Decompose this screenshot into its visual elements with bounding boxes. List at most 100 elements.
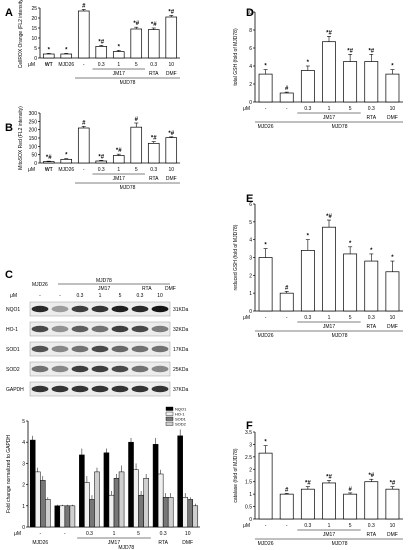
western-blot: MJD26 MJD78 JM17 RTA DMF μM - - 0.3 1 5 0.3 10 NQO1 31… <box>6 278 189 397</box>
blot-band <box>131 325 149 333</box>
blot-band <box>51 305 69 313</box>
bar-nqo1-4 <box>128 441 134 528</box>
bar-dmf-10 <box>385 271 400 312</box>
bar-ho-1-5 <box>157 473 164 528</box>
significance-mark: * <box>264 440 267 446</box>
significance-mark: *# <box>116 148 122 154</box>
group-label-dmf: DMF <box>387 324 398 330</box>
blot-band <box>31 345 49 353</box>
y-axis-label: Fold change normalized to GAPDH <box>6 435 12 513</box>
blot-band <box>131 345 149 353</box>
y-tick-label: 1 <box>249 291 252 297</box>
blot-band <box>91 325 109 333</box>
unit-label: μM <box>14 531 21 537</box>
y-tick-label: 100 <box>29 144 38 150</box>
bar-sod2-5 <box>167 497 174 528</box>
y-tick-label: 250 <box>29 119 38 125</box>
blot-band <box>71 345 89 353</box>
significance-mark: # <box>82 120 86 126</box>
y-tick-label: 5 <box>34 46 37 52</box>
x-tick-label: WT <box>45 62 53 68</box>
significance-mark: *# <box>98 154 104 160</box>
bar-mjd26 <box>60 158 73 164</box>
significance-mark: *# <box>133 21 139 27</box>
blot-band <box>71 365 89 373</box>
bar-ho-1-3 <box>108 494 115 528</box>
group-label-mjd26: MJD26 <box>258 541 274 547</box>
legend-label: NQO1 <box>175 407 187 412</box>
group-label-mjd78: MJD78 <box>120 80 136 86</box>
blot-dose: 1 <box>99 293 102 299</box>
x-tick-label: 1 <box>328 523 331 529</box>
significance-mark: *# <box>326 474 332 480</box>
significance-mark: *# <box>305 481 311 487</box>
bar-sod2-3 <box>118 471 125 528</box>
bar-jm17-1 <box>112 51 125 59</box>
significance-mark: *# <box>368 48 374 54</box>
bar-mjd78 <box>279 493 294 520</box>
group-label-mjd26: MJD26 <box>32 540 48 546</box>
legend-label: HO-1 <box>175 412 185 417</box>
bar-ho-1-0 <box>34 471 41 528</box>
bar-nqo1-3 <box>103 452 110 528</box>
blot-band <box>131 385 149 393</box>
blot-header-dmf: DMF <box>165 286 176 292</box>
significance-mark: * <box>307 60 310 66</box>
chart-C: 0 1 2 3 4 5 Fold change normalized to GAPDH - - 0… <box>6 407 200 550</box>
legend-label: SOD2 <box>175 422 187 427</box>
y-tick-label: 3.5 <box>245 430 252 436</box>
significance-mark: *# <box>347 48 353 54</box>
panel-label-d: D <box>246 7 254 19</box>
y-tick-label: 20 <box>31 16 37 22</box>
bar-sod2-2 <box>94 471 100 528</box>
bar-mjd26 <box>258 257 273 312</box>
x-tick-label: 0.3 <box>150 167 157 173</box>
x-tick-label: 0.3 <box>304 315 311 321</box>
bar-nqo1-2 <box>79 454 85 528</box>
blot-dose: 0.3 <box>137 293 144 299</box>
significance-mark: * <box>48 47 51 53</box>
legend-swatch <box>165 406 174 411</box>
significance-mark: # <box>82 3 86 9</box>
bar-nqo1-5 <box>152 444 159 528</box>
blot-dose: 5 <box>119 293 122 299</box>
y-tick-label: 5 <box>249 220 252 226</box>
unit-label: μM <box>243 315 250 321</box>
bar-rta-0.3 <box>364 481 379 520</box>
significance-mark: # <box>285 487 289 493</box>
group-label-dmf: DMF <box>166 176 177 182</box>
y-tick-label: 2.5 <box>245 455 252 461</box>
significance-mark: *# <box>368 473 374 479</box>
y-tick-label: 1 <box>22 504 25 510</box>
x-tick-label: - <box>64 531 66 537</box>
significance-mark: *# <box>151 22 157 28</box>
x-tick-label: 1 <box>328 106 331 112</box>
chart-B: 0 50 100 150 200 250 300 MitoSOX Red (FL2 inten… <box>18 106 180 191</box>
y-tick-label: 8 <box>249 28 252 34</box>
y-axis-label: total GSH (fold of MJD78) <box>233 28 239 86</box>
bar-jm17-0.3 <box>95 46 108 59</box>
bar-wt <box>42 53 55 59</box>
bar-mjd78 <box>279 292 294 312</box>
legend-swatch <box>165 411 174 416</box>
bar-mjd78 <box>77 127 90 164</box>
bar-mjd26 <box>258 73 273 103</box>
y-axis-label: MitoSOX Red (FL2 intensity) <box>18 106 24 170</box>
bar-jm17-5 <box>130 126 143 164</box>
y-tick-label: 5 <box>22 419 25 425</box>
y-tick-label: 1.5 <box>245 480 252 486</box>
bar-rta-0.3 <box>147 142 160 164</box>
dose-label: - <box>83 167 85 173</box>
y-tick-label: 2 <box>249 82 252 88</box>
blot-dose: - <box>59 293 61 299</box>
x-tick-label: - <box>265 315 267 321</box>
bar-ho-1-4 <box>133 469 139 528</box>
significance-mark: # <box>285 86 289 92</box>
bar-nqo1-6 <box>177 435 183 528</box>
bar-jm17-0.3 <box>300 250 315 312</box>
x-tick-label: 5 <box>135 167 138 173</box>
bar-mjd78 <box>77 10 90 59</box>
bar-jm17-1 <box>322 41 336 103</box>
x-tick-label: 5 <box>137 531 140 537</box>
